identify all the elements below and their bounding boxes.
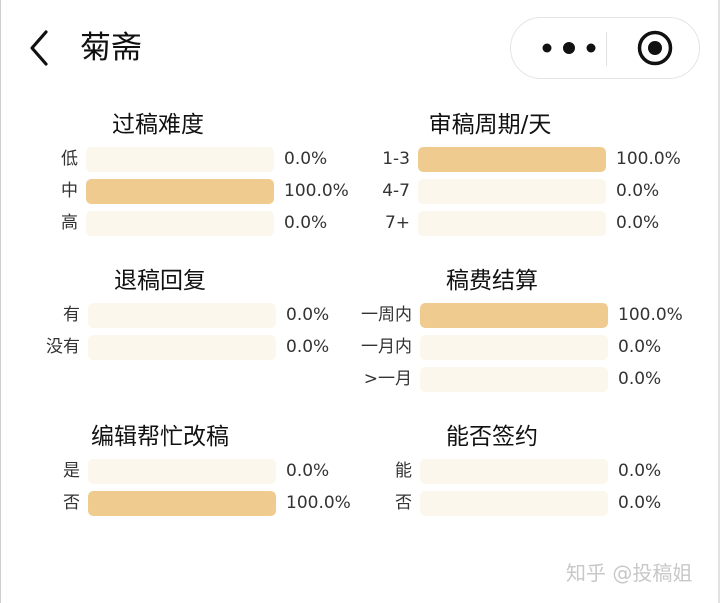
row-percent: 0.0% — [616, 181, 660, 201]
page-title: 菊斋 — [80, 30, 142, 66]
progress-track — [420, 335, 608, 360]
progress-track — [418, 147, 606, 172]
progress-track — [420, 459, 608, 484]
row-label: 低 — [61, 149, 78, 169]
row-percent: 100.0% — [286, 493, 351, 513]
section-title: 审稿周期/天 — [428, 112, 552, 138]
stat-row: 高 0.0% — [0, 210, 327, 236]
progress-track — [418, 179, 606, 204]
row-label: 能 — [395, 461, 412, 481]
row-percent: 0.0% — [618, 369, 662, 389]
stat-row: 能 0.0% — [332, 458, 661, 484]
progress-fill — [420, 303, 608, 328]
row-percent: 0.0% — [284, 213, 328, 233]
stat-row: 否 100.0% — [0, 490, 351, 516]
section-title: 编辑帮忙改稿 — [91, 424, 229, 450]
progress-track — [420, 367, 608, 392]
window-border-left — [0, 0, 1, 603]
close-miniprogram-button[interactable] — [629, 26, 681, 70]
row-label: 否 — [395, 493, 412, 513]
progress-track — [86, 179, 274, 204]
progress-track — [418, 211, 606, 236]
row-label: 7+ — [384, 213, 410, 233]
progress-fill — [88, 491, 276, 516]
row-label: 否 — [63, 493, 80, 513]
row-percent: 0.0% — [618, 461, 662, 481]
row-percent: 100.0% — [284, 181, 349, 201]
row-label: 一周内 — [361, 305, 412, 325]
stat-row: 一周内 100.0% — [332, 302, 683, 328]
capsule-divider — [606, 32, 607, 66]
progress-track — [88, 459, 276, 484]
section-title: 过稿难度 — [112, 112, 204, 138]
row-label: >一月 — [363, 369, 412, 389]
window-border-right — [718, 0, 720, 603]
row-percent: 0.0% — [286, 337, 330, 357]
section-title: 退稿回复 — [114, 268, 206, 294]
menu-capsule — [510, 17, 700, 79]
target-icon — [637, 30, 673, 66]
nav-bar: 菊斋 — [0, 0, 720, 100]
row-percent: 100.0% — [618, 305, 683, 325]
row-percent: 0.0% — [618, 337, 662, 357]
section-title: 能否签约 — [446, 424, 538, 450]
stat-row: 否 0.0% — [332, 490, 661, 516]
row-percent: 100.0% — [616, 149, 681, 169]
row-percent: 0.0% — [616, 213, 660, 233]
row-label: 没有 — [46, 337, 80, 357]
stat-row: 中 100.0% — [0, 178, 349, 204]
progress-fill — [86, 179, 274, 204]
stat-row: 没有 0.0% — [0, 334, 329, 360]
stat-row: 7+ 0.0% — [330, 210, 659, 236]
back-button[interactable] — [24, 28, 60, 68]
watermark: 知乎 @投稿姐 — [566, 561, 693, 585]
row-label: 是 — [63, 461, 80, 481]
row-percent: 0.0% — [286, 305, 330, 325]
stat-row: >一月 0.0% — [332, 366, 661, 392]
stat-row: 有 0.0% — [0, 302, 329, 328]
row-label: 中 — [61, 181, 78, 201]
stat-row: 一月内 0.0% — [332, 334, 661, 360]
stat-row: 1-3 100.0% — [330, 146, 681, 172]
row-label: 1-3 — [382, 149, 410, 169]
progress-track — [86, 211, 274, 236]
chevron-left-icon — [30, 30, 48, 66]
progress-track — [420, 491, 608, 516]
row-label: 一月内 — [361, 337, 412, 357]
progress-track — [88, 491, 276, 516]
progress-track — [88, 335, 276, 360]
stat-row: 4-7 0.0% — [330, 178, 659, 204]
row-percent: 0.0% — [618, 493, 662, 513]
row-percent: 0.0% — [284, 149, 328, 169]
row-label: 高 — [61, 213, 78, 233]
more-dots-icon — [542, 42, 596, 54]
row-percent: 0.0% — [286, 461, 330, 481]
progress-fill — [418, 147, 606, 172]
progress-track — [88, 303, 276, 328]
progress-track — [420, 303, 608, 328]
stat-row: 是 0.0% — [0, 458, 329, 484]
row-label: 4-7 — [382, 181, 410, 201]
progress-track — [86, 147, 274, 172]
section-title: 稿费结算 — [446, 268, 538, 294]
more-button[interactable] — [533, 26, 605, 70]
stat-row: 低 0.0% — [0, 146, 327, 172]
row-label: 有 — [63, 305, 80, 325]
